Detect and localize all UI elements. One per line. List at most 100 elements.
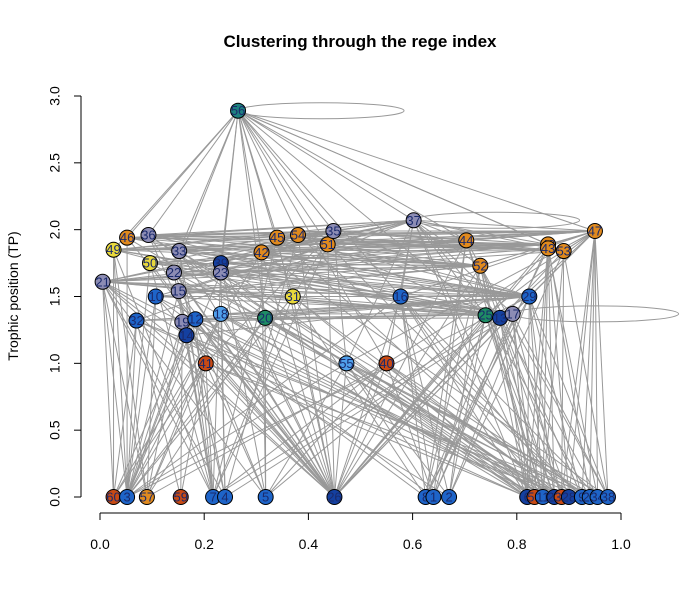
network-node: 55	[338, 355, 355, 372]
network-edge	[126, 272, 222, 498]
network-edge	[448, 250, 565, 498]
network-node: 23	[212, 264, 229, 281]
network-node: 37	[405, 212, 422, 229]
network-edge	[465, 240, 609, 498]
node-label: 52	[473, 258, 487, 273]
network-node: 25	[477, 307, 494, 324]
y-tick-label: 0.0	[47, 487, 63, 507]
network-node: 13	[492, 309, 509, 326]
network-edge	[237, 110, 596, 232]
network-edge	[499, 317, 528, 498]
network-edge	[333, 363, 347, 498]
network-edge	[127, 237, 549, 245]
node-circle	[504, 305, 521, 322]
network-edge	[179, 243, 549, 252]
node-label: 47	[588, 224, 602, 239]
network-edge	[528, 296, 583, 498]
node-label: 29	[522, 289, 536, 304]
node-label: 31	[286, 289, 300, 304]
network-edge	[186, 334, 583, 498]
network-node: 3	[119, 489, 136, 505]
node-circle	[555, 243, 572, 260]
network-edge	[276, 237, 562, 498]
node-label: 4	[221, 490, 228, 505]
network-edge	[220, 296, 530, 315]
node-label: 33	[172, 244, 186, 259]
network-node: 11	[534, 489, 551, 505]
network-edge	[180, 363, 207, 498]
node-label: 36	[141, 228, 155, 243]
node-circle	[458, 232, 475, 249]
node-label: 14	[179, 328, 193, 343]
network-edge	[581, 230, 596, 498]
y-tick-label: 1.0	[47, 353, 63, 373]
network-node: 43	[540, 240, 557, 257]
network-edge	[594, 230, 609, 498]
network-edge	[113, 110, 239, 251]
node-circle	[230, 102, 247, 119]
node-circle	[147, 288, 164, 305]
network-edge	[346, 363, 450, 498]
network-edge	[547, 244, 570, 498]
network-edge	[386, 362, 562, 498]
network-node: 32	[128, 312, 145, 329]
network-edge	[113, 249, 148, 498]
network-edge	[113, 230, 595, 251]
network-node: 18	[212, 305, 229, 322]
node-label: 18	[214, 306, 228, 321]
network-edge	[448, 296, 530, 498]
network-edge	[425, 240, 467, 498]
network-edge	[148, 219, 414, 236]
network-edge	[237, 110, 414, 221]
network-edge	[485, 315, 544, 498]
network-edge	[265, 363, 347, 498]
node-label: 38	[601, 490, 615, 505]
network-node: 36	[140, 227, 157, 244]
network-edge	[413, 219, 564, 252]
node-label: 56	[231, 103, 245, 118]
node-label: 1	[430, 490, 437, 505]
network-node: 16	[392, 288, 409, 305]
y-tick-label: 0.5	[47, 420, 63, 440]
node-label: 5	[262, 490, 269, 505]
network-edge	[126, 335, 187, 498]
network-edge	[178, 110, 239, 252]
node-circle	[289, 227, 306, 244]
node-label: 60	[106, 490, 120, 505]
network-edge	[126, 317, 266, 498]
network-node: 33	[171, 243, 188, 260]
node-circle	[142, 255, 159, 272]
node-label: 44	[459, 233, 473, 248]
network-edge	[173, 272, 335, 498]
node-label: 59	[174, 490, 188, 505]
network-edge	[400, 296, 434, 498]
network-edge	[466, 230, 595, 241]
network-edge	[149, 262, 530, 297]
node-circle	[405, 212, 422, 229]
node-circle	[325, 223, 342, 240]
network-edge	[332, 230, 347, 364]
network-edge	[126, 321, 183, 498]
node-label: 10	[149, 289, 163, 304]
network-edge	[526, 244, 549, 498]
network-edge	[102, 281, 214, 498]
node-label: 15	[171, 284, 185, 299]
network-edge	[425, 317, 501, 498]
network-edge	[400, 296, 528, 498]
network-edge	[237, 110, 564, 252]
network-edge	[180, 321, 183, 498]
node-label: 45	[270, 230, 284, 245]
y-axis-label: Trophic position (TP)	[5, 231, 21, 360]
y-tick-label: 2.5	[47, 153, 63, 173]
network-edge	[333, 296, 402, 498]
network-edge	[333, 363, 388, 498]
network-edge	[264, 317, 267, 498]
x-tick-label: 1.0	[611, 536, 631, 552]
network-edge	[146, 296, 157, 498]
x-tick-label: 0.2	[194, 536, 214, 552]
node-label: 35	[326, 224, 340, 239]
network-edge	[126, 363, 207, 498]
network-edge	[542, 251, 565, 498]
network-node: 31	[284, 288, 301, 305]
